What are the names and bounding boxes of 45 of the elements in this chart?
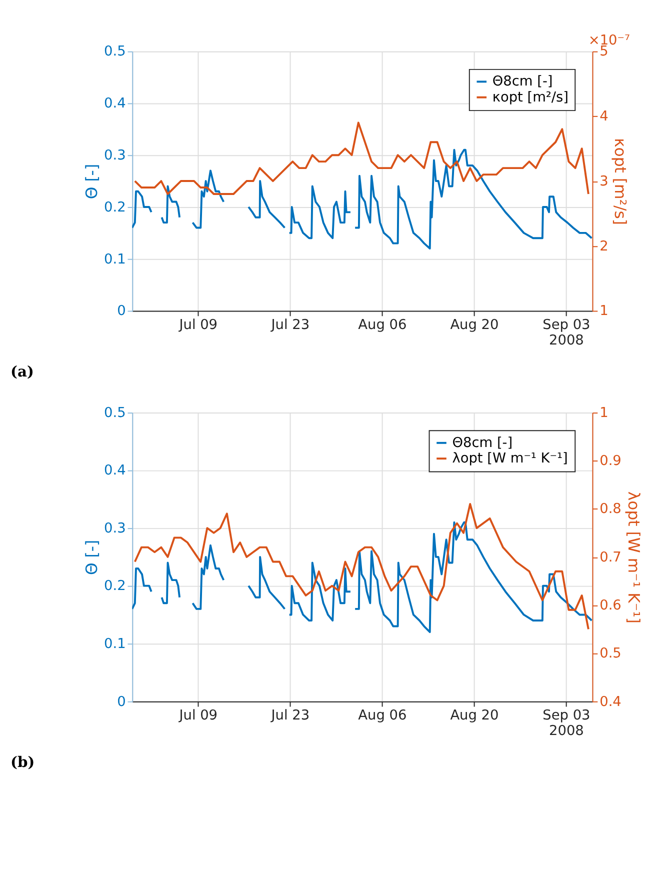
y2-tick-label: 0.5 [600,646,622,662]
y-tick-label: 0 [117,303,126,320]
legend-label: κopt [m²/s] [492,89,569,106]
x-tick-label: Aug 20 [450,316,499,333]
y-tick-label: 0.4 [104,96,126,112]
line-series [134,122,590,195]
text: (a) [10,363,34,380]
y-tick-label: 0.2 [104,578,126,594]
x-tick-label: Jul 23 [270,707,310,724]
y-tick-label: 0.4 [104,462,126,479]
y-tick-label: 0.3 [104,148,126,164]
y2-tick-label: 0.4 [600,694,622,710]
y-tick-label: 0.5 [104,44,126,60]
text: (b) [10,754,35,771]
x-tick-label: Jul 09 [178,316,218,333]
y-axis-title: Θ [-] [82,540,102,576]
y-tick-label: 0 [117,694,126,710]
y2-tick-label: 1 [600,404,608,421]
y-tick-label: 0.2 [104,199,126,216]
legend-label: Θ8cm [-] [492,74,553,90]
y2-axis-title: λopt [W m⁻¹ K⁻¹] [624,491,644,624]
y2-tick-label: 4 [600,108,608,125]
y-axis-title: Θ [-] [82,164,102,200]
legend-label: Θ8cm [-] [452,434,513,451]
y2-axis-title: κopt [m²/s] [611,138,630,226]
y-tick-label: 0.5 [104,404,126,421]
y2-tick-label: 2 [600,238,608,254]
legend-label: λopt [W m⁻¹ K⁻¹] [452,450,568,466]
y-tick-label: 0.3 [104,520,126,536]
y-tick-label: 0.1 [104,636,126,652]
x-tick-label: Sep 03 2008 [542,316,590,349]
x-tick-label: Aug 06 [358,316,407,333]
y2-tick-label: 0.6 [600,597,622,614]
y-tick-label: 0.1 [104,251,126,268]
x-tick-label: Sep 03 2008 [542,707,590,740]
x-tick-label: Aug 20 [450,707,499,724]
line-series [134,503,590,630]
y2-tick-label: 0.8 [600,501,622,518]
x-tick-label: Jul 23 [270,316,310,333]
y2-tick-label: 0.7 [600,549,622,566]
x-tick-label: Aug 06 [358,707,407,724]
y2-tick-label: 1 [600,303,608,320]
y2-tick-label: 3 [600,173,608,190]
x-tick-label: Jul 09 [178,707,218,724]
y2-tick-label: 0.9 [600,453,622,470]
